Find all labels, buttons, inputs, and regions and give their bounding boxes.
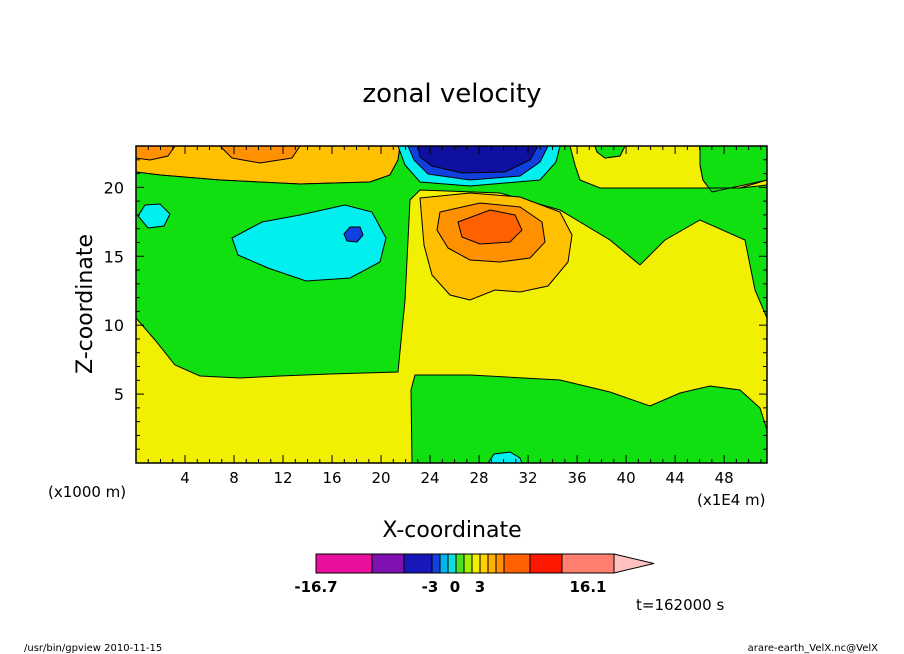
region-cyan-edge-blob (137, 203, 171, 229)
region-green-mid-layer (136, 146, 767, 379)
colorbar-segment (455, 553, 465, 574)
footer-left: /usr/bin/gpview 2010-11-15 (24, 643, 162, 654)
plot-frame (135, 145, 768, 464)
x-tick-label: 48 (715, 469, 734, 487)
colorbar-segment (463, 553, 473, 574)
x-tick-label: 36 (568, 469, 587, 487)
x-tick-label: 40 (617, 469, 636, 487)
x-tick-label: 8 (229, 469, 239, 487)
y-tick-label: 20 (104, 178, 124, 197)
footer-right: arare-earth_VelX.nc@VelX (748, 643, 879, 654)
colorbar-segment (529, 553, 563, 574)
colorbar-extend-arrow (613, 553, 655, 574)
colorbar-segment (431, 553, 441, 574)
y-tick-label: 5 (114, 385, 124, 404)
x-tick-label: 24 (421, 469, 440, 487)
contour-field (136, 146, 767, 463)
x-tick-label: 4 (180, 469, 190, 487)
colorbar-segment (495, 553, 505, 574)
region-cyan-left-blob (231, 204, 387, 282)
region-cyan-bottom-small (487, 451, 523, 463)
colorbar-segment (487, 553, 497, 574)
y-tick-label: 10 (104, 316, 124, 335)
region-green-lower-right (410, 374, 767, 463)
colorbar-segment (503, 553, 531, 574)
colorbar-min-label: -16.7 (294, 578, 337, 596)
y-axis-ticks: 5 10 15 20 (104, 159, 767, 450)
region-orange-top-core-left (136, 146, 176, 161)
colorbar-segment (403, 553, 433, 574)
x-tick-label: 12 (273, 469, 292, 487)
x-unit-right: (x1E4 m) (697, 491, 766, 509)
colorbar-segment (471, 553, 481, 574)
colorbar (315, 553, 655, 574)
region-orange-jet-core (457, 209, 523, 245)
colorbar-mid-label-2: 3 (475, 578, 485, 596)
colorbar-max-label: 16.1 (569, 578, 606, 596)
x-axis-ticks: 4 8 12 16 20 24 28 32 36 40 44 48 (147, 146, 762, 487)
x-axis-label: X-coordinate (382, 518, 521, 543)
colorbar-segment (561, 553, 615, 574)
x-tick-label: 44 (666, 469, 685, 487)
colorbar-segment (447, 553, 457, 574)
colorbar-mid-label-0: -3 (422, 578, 439, 596)
x-unit-left: (x1000 m) (48, 483, 126, 501)
x-tick-label: 16 (322, 469, 341, 487)
y-axis-label: Z-coordinate (73, 234, 98, 374)
chart-title: zonal velocity (362, 79, 541, 109)
region-navy-top-core (417, 146, 539, 174)
y-tick-label: 15 (104, 247, 124, 266)
colorbar-segment (439, 553, 449, 574)
region-blue-small-core (343, 226, 364, 243)
colorbar-mid-label-1: 0 (450, 578, 460, 596)
x-tick-label: 28 (470, 469, 489, 487)
colorbar-segment (315, 553, 373, 574)
x-tick-label: 20 (372, 469, 391, 487)
region-orange-top-core-mid (219, 146, 301, 164)
time-label: t=162000 s (636, 596, 724, 614)
colorbar-segment (371, 553, 405, 574)
colorbar-segment (479, 553, 489, 574)
x-tick-label: 32 (519, 469, 538, 487)
